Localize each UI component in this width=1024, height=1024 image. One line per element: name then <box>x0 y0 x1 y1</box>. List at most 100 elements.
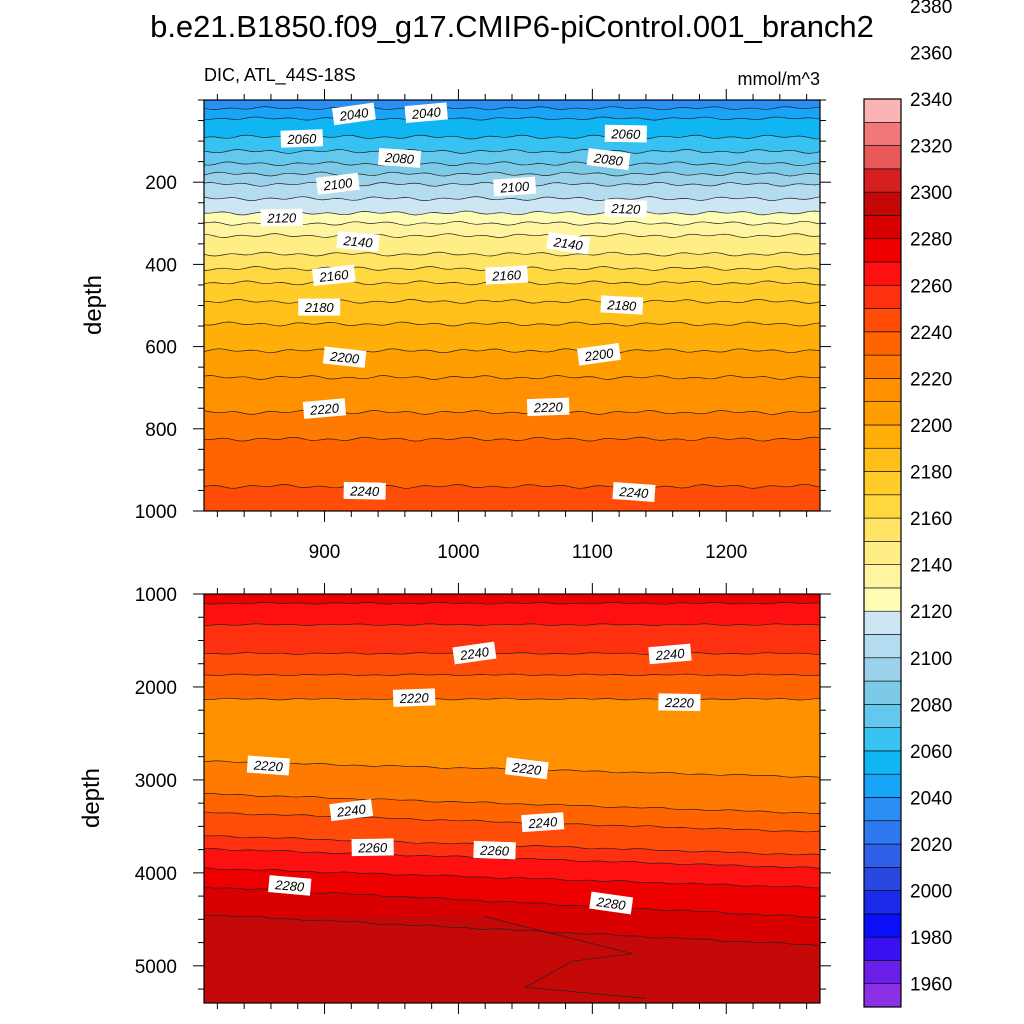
contour-label-box <box>473 840 516 860</box>
contour-label-text: 2240 <box>335 801 367 820</box>
contour-label: 2240 <box>521 812 565 833</box>
fill-band <box>204 348 820 380</box>
colorbar-box <box>863 773 902 798</box>
colorbar-box <box>863 331 902 356</box>
contour-line <box>204 867 820 889</box>
contour-label-box <box>485 265 528 285</box>
x-tick-label: 1100 <box>572 542 613 563</box>
fill-band <box>204 299 820 327</box>
contour-label: 2120 <box>260 208 303 227</box>
contour-label-box <box>260 208 303 227</box>
contour-label: 2260 <box>473 840 516 860</box>
colorbar-box <box>863 238 902 263</box>
colorbar-frame <box>863 98 902 1008</box>
contour-label-box <box>329 799 374 822</box>
colorbar-label: 2040 <box>910 789 952 810</box>
contour-label-box <box>546 231 591 255</box>
colorbar-box <box>863 890 902 915</box>
contour-label-box <box>336 231 380 252</box>
colorbar-box <box>863 564 902 589</box>
colorbar-label: 2160 <box>910 509 952 530</box>
contour-label-box <box>343 481 386 500</box>
colorbar-label: 2360 <box>910 43 952 64</box>
contour-label-box <box>298 298 341 316</box>
contour-label-box <box>280 129 324 148</box>
colorbar-label: 2320 <box>910 137 952 158</box>
colorbar-box <box>863 797 902 822</box>
y-tick-label: 1000 <box>135 502 177 523</box>
contour-label-text: 2260 <box>479 843 510 859</box>
contour-label-box <box>504 757 549 780</box>
fill-band <box>204 623 820 655</box>
contour-label: 2220 <box>658 693 701 712</box>
colorbar-box <box>863 215 902 239</box>
x-tick-label: 1000 <box>437 542 479 563</box>
contour-label-box <box>521 812 565 833</box>
contour-label-box <box>312 264 356 287</box>
contour-label: 2220 <box>392 688 436 707</box>
colorbar-box <box>863 447 902 472</box>
colorbar-label: 2020 <box>910 835 952 856</box>
colorbar-label: 2260 <box>910 276 952 297</box>
contour-label: 2080 <box>377 147 422 168</box>
contour-label-text: 2100 <box>499 179 531 196</box>
contour-label: 2260 <box>351 838 394 857</box>
contour-label-box <box>331 102 376 126</box>
fill-band <box>204 602 820 626</box>
contour-label-text: 2220 <box>252 757 284 774</box>
fill-band <box>204 483 820 511</box>
contour-label-text: 2160 <box>491 267 522 284</box>
colorbar-box <box>863 284 902 309</box>
colorbar-box <box>863 541 902 565</box>
contour-label: 2180 <box>600 295 644 315</box>
contour-label: 2080 <box>586 148 631 171</box>
contour-label: 2220 <box>246 755 290 776</box>
contour-line <box>204 149 820 154</box>
contour-label-text: 2080 <box>592 150 624 169</box>
contour-line <box>204 792 820 814</box>
colorbar-box <box>863 843 902 868</box>
contour-line <box>485 916 646 999</box>
colorbar-box <box>863 634 902 659</box>
lower-contour-labels: 2240 2240 2220 2220 2220 2220 2240 2240 2260 2260… <box>246 641 701 915</box>
contour-line <box>204 321 820 327</box>
contour-line <box>204 106 820 111</box>
contour-label: 2240 <box>612 482 656 502</box>
colorbar-label: 2280 <box>910 230 952 251</box>
contour-line <box>204 483 820 489</box>
contour-line <box>204 116 820 121</box>
colorbar-box <box>863 121 902 146</box>
upper-axis-ticks: 900 1000 1100 1200 200 400 600 800 1000 <box>135 89 831 563</box>
contour-label-box <box>377 147 422 168</box>
colorbar-box <box>863 867 902 891</box>
contour-label-text: 2040 <box>410 104 442 122</box>
upper-contour-lines <box>204 106 820 489</box>
contour-label: 2040 <box>404 102 448 123</box>
lower-y-axis-label: depth <box>78 768 105 828</box>
contour-label: 2060 <box>604 124 647 143</box>
contour-line <box>204 623 820 626</box>
contour-label-box <box>392 688 436 707</box>
colorbar-box <box>863 145 902 170</box>
colorbar-label: 2000 <box>910 882 952 903</box>
x-tick-label: 1200 <box>705 542 747 563</box>
fill-band <box>204 436 820 489</box>
y-tick-label: 600 <box>145 338 177 359</box>
contour-label-text: 2200 <box>328 349 360 367</box>
colorbar-box <box>863 378 902 402</box>
contour-label-box <box>612 482 656 502</box>
contour-label-box <box>322 346 367 368</box>
contour-label-text: 2100 <box>322 175 354 194</box>
contour-line <box>204 375 820 380</box>
contour-line <box>204 915 820 947</box>
contour-label-text: 2160 <box>318 267 350 285</box>
upper-panel: 2040 2040 2060 2060 2080 2080 2100 2100 2120 2120… <box>80 89 831 563</box>
contour-label: 2160 <box>485 265 528 285</box>
colorbar-label: 2220 <box>910 369 952 390</box>
colorbar-label: 2240 <box>910 323 952 344</box>
colorbar-box <box>863 750 902 775</box>
y-tick-label: 200 <box>145 173 177 194</box>
colorbar-label: 2340 <box>910 90 952 111</box>
contour-label: 2220 <box>302 398 347 419</box>
